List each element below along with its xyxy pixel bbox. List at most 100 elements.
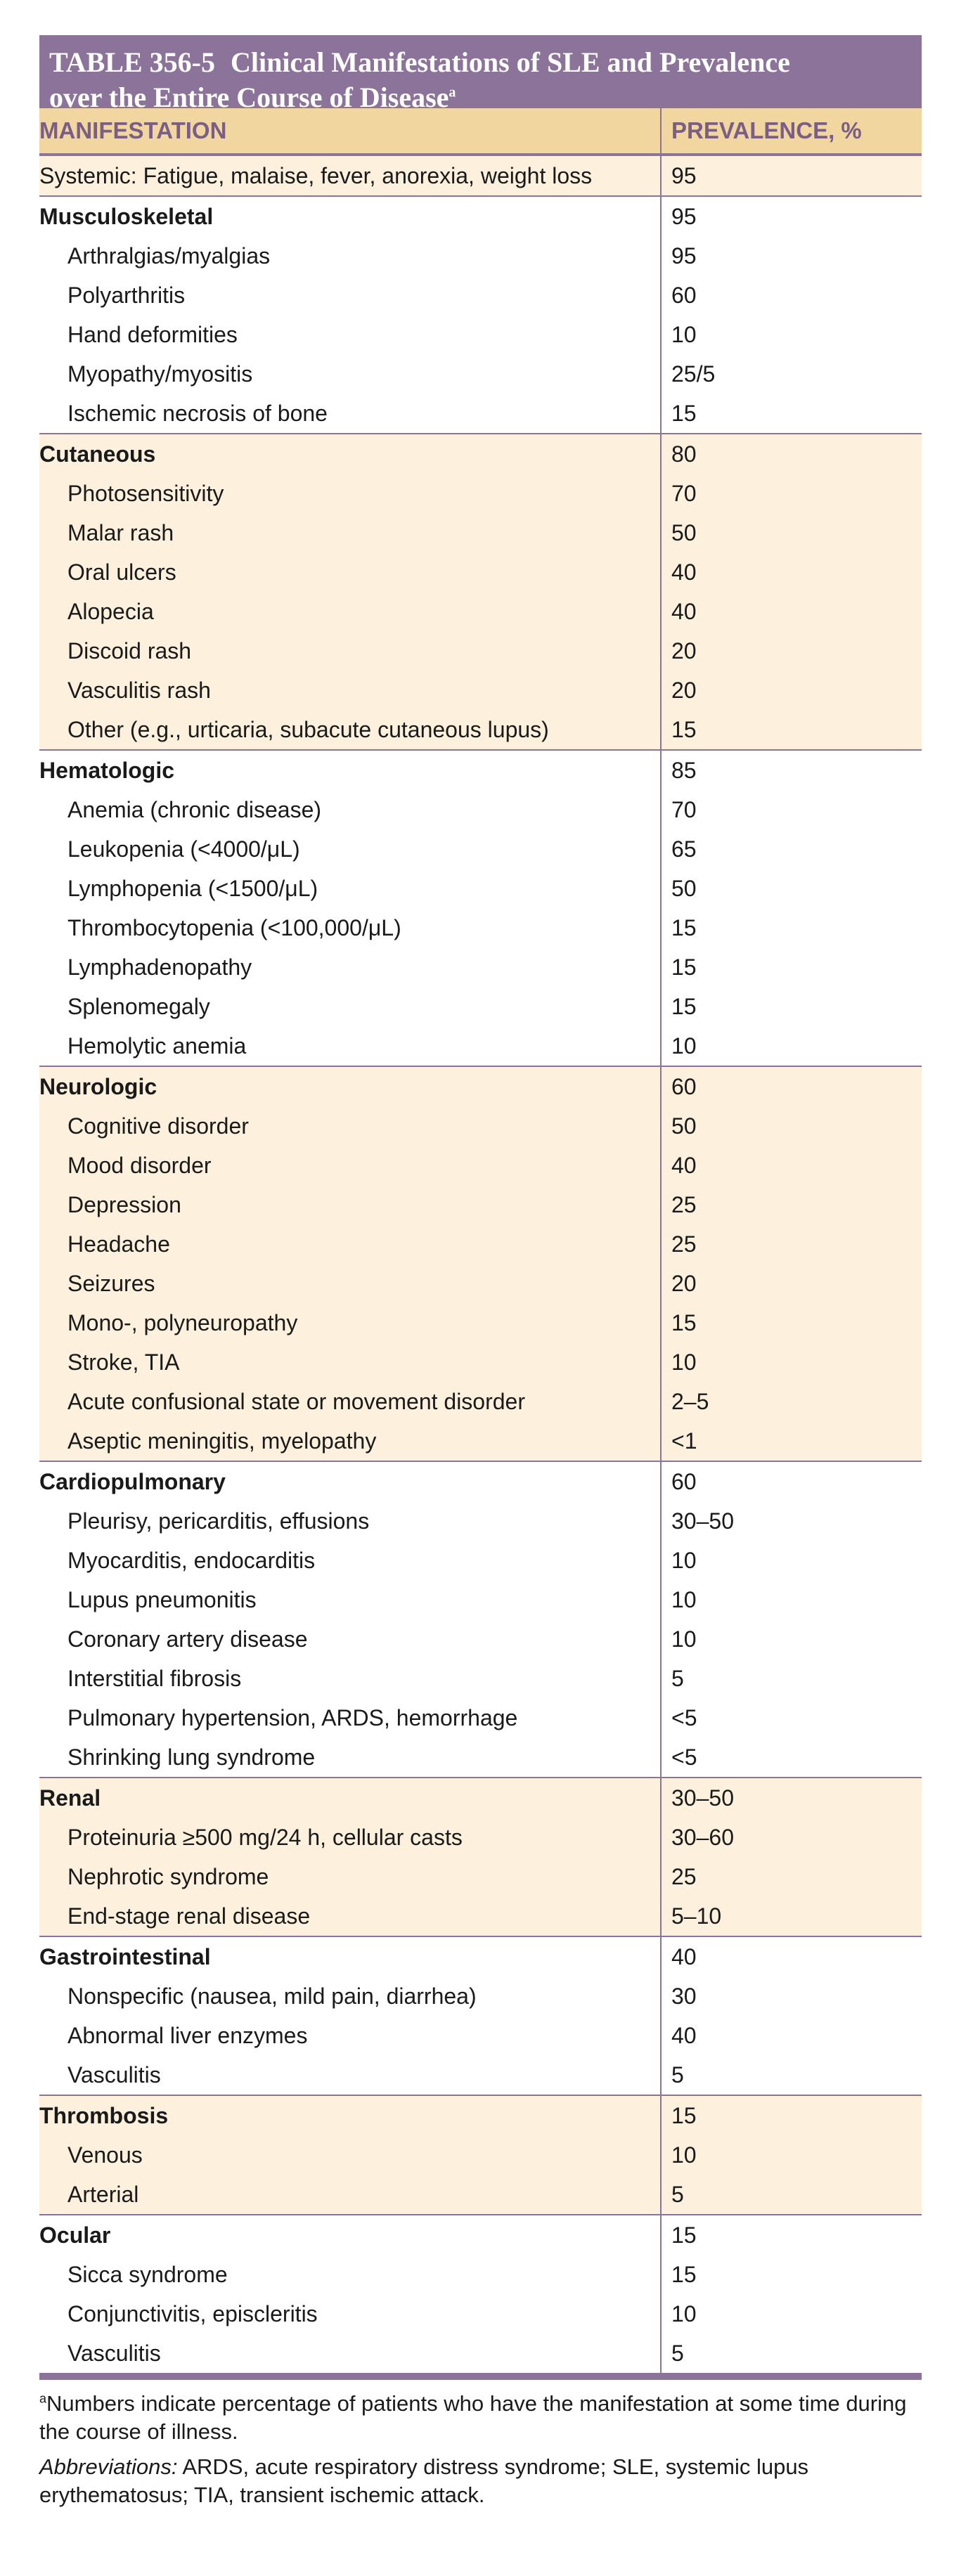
table-row: Nonspecific (nausea, mild pain, diarrhea…	[39, 1976, 922, 2016]
category-row: Ocular 15	[39, 2214, 922, 2255]
row-group: Neurologic 60 Cognitive disorder 50 Mood dis…	[39, 1066, 922, 1461]
manifestation-cell: Photosensitivity	[39, 474, 661, 513]
table-row: Pulmonary hypertension, ARDS, hemorrhage…	[39, 1698, 922, 1737]
manifestation-cell: Pulmonary hypertension, ARDS, hemorrhage	[67, 1704, 518, 1730]
prevalence-cell: 85	[660, 749, 922, 790]
prevalence-cell: 40	[660, 592, 922, 631]
manifestation-cell: Oral ulcers	[39, 552, 661, 592]
manifestation-cell: Proteinuria ≥500 mg/24 h, cellular casts	[39, 1818, 661, 1857]
manifestation-cell: Renal	[39, 1777, 661, 1818]
footnote-text: Numbers indicate percentage of patients …	[39, 2391, 907, 2444]
table-row: Interstitial fibrosis 5	[39, 1659, 922, 1698]
prevalence-cell: 20	[660, 671, 922, 710]
manifestation-cell: Ischemic necrosis of bone	[67, 400, 328, 426]
row-group: Gastrointestinal 40 Nonspecific (nausea, m…	[39, 1936, 922, 2095]
prevalence-cell: 65	[660, 829, 922, 869]
table-number: TABLE 356-5	[49, 46, 215, 78]
manifestation-cell: Myopathy/myositis	[67, 361, 253, 387]
column-header-prevalence: PREVALENCE, %	[660, 108, 922, 156]
prevalence-cell: 70	[660, 474, 922, 513]
manifestation-cell: Cutaneous	[39, 433, 661, 474]
prevalence-cell: 60	[660, 1066, 922, 1106]
prevalence-cell: 10	[660, 1580, 922, 1619]
table-bottom-rule	[39, 2373, 922, 2380]
category-row: Musculoskeletal 95	[39, 195, 922, 236]
table-row: Arthralgias/myalgias 95	[39, 236, 922, 276]
table-row: Discoid rash 20	[39, 631, 922, 671]
table-row: Cognitive disorder 50	[39, 1106, 922, 1146]
prevalence-cell: 30–60	[660, 1818, 922, 1857]
manifestation-cell: Interstitial fibrosis	[67, 1665, 242, 1691]
table-footnotes: aNumbers indicate percentage of patients…	[39, 2380, 922, 2509]
manifestation-cell: Polyarthritis	[67, 282, 186, 308]
table-title-line-2: over the Entire Course of Diseasea	[49, 80, 912, 115]
title-footnote-marker: a	[449, 84, 456, 101]
table-row: Anemia (chronic disease) 70	[39, 790, 922, 829]
category-row: Hematologic 85	[39, 749, 922, 790]
manifestation-cell: Arterial	[39, 2175, 661, 2215]
prevalence-cell: 40	[660, 2016, 922, 2055]
manifestation-cell: Depression	[39, 1185, 661, 1224]
manifestation-cell: Headache	[39, 1224, 661, 1264]
manifestation-cell: Venous	[39, 2135, 661, 2175]
manifestation-cell: Stroke, TIA	[39, 1342, 661, 1382]
table-row: Lymphadenopathy 15	[39, 947, 922, 987]
prevalence-cell: 15	[660, 1303, 922, 1342]
prevalence-cell: 15	[660, 2255, 922, 2294]
prevalence-cell: 15	[660, 2095, 922, 2135]
table-row: Leukopenia (<4000/μL) 65	[39, 829, 922, 869]
abbreviations-note: Abbreviations: ARDS, acute respiratory d…	[39, 2453, 922, 2509]
prevalence-cell: 15	[660, 987, 922, 1026]
manifestation-cell: Ocular	[39, 2214, 661, 2255]
prevalence-cell: 60	[660, 276, 922, 315]
manifestation-cell: Mood disorder	[39, 1146, 661, 1185]
prevalence-cell: 25	[660, 1857, 922, 1896]
prevalence-cell: 50	[660, 1106, 922, 1146]
table-title-bar: TABLE 356-5 Clinical Manifestations of SL…	[39, 35, 922, 113]
prevalence-cell: 5	[660, 1659, 922, 1698]
category-row: Renal 30–50	[39, 1777, 922, 1818]
manifestation-cell: Vasculitis	[67, 2340, 161, 2366]
table-row: Lupus pneumonitis 10	[39, 1580, 922, 1619]
manifestations-table: MANIFESTATION PREVALENCE, % Systemic: Fa…	[39, 108, 922, 2373]
prevalence-cell: 80	[660, 433, 922, 474]
manifestation-cell: Hematologic	[39, 749, 661, 790]
footnote-a: aNumbers indicate percentage of patients…	[39, 2390, 922, 2446]
prevalence-cell: 5	[660, 2055, 922, 2095]
prevalence-cell: 25/5	[660, 354, 922, 394]
prevalence-cell: 30–50	[660, 1501, 922, 1541]
row-group: Thrombosis 15 Venous 10 Arterial 5	[39, 2095, 922, 2215]
prevalence-cell: 10	[660, 315, 922, 354]
manifestation-cell: Thrombocytopenia (<100,000/μL)	[67, 914, 401, 940]
table-row: End-stage renal disease 5–10	[39, 1896, 922, 1936]
prevalence-cell: 95	[660, 236, 922, 276]
prevalence-cell: 30	[660, 1976, 922, 2016]
table-row: Myopathy/myositis 25/5	[39, 354, 922, 394]
table-row: Splenomegaly 15	[39, 987, 922, 1026]
table-row: Shrinking lung syndrome <5	[39, 1737, 922, 1778]
table-row: Hemolytic anemia 10	[39, 1026, 922, 1066]
category-row: Cardiopulmonary 60	[39, 1461, 922, 1501]
table-row: Ischemic necrosis of bone 15	[39, 394, 922, 434]
table-row: Pleurisy, pericarditis, effusions 30–50	[39, 1501, 922, 1541]
prevalence-cell: 5	[660, 2175, 922, 2215]
manifestation-cell: Leukopenia (<4000/μL)	[67, 836, 300, 862]
prevalence-cell: 15	[660, 908, 922, 947]
table-row: Vasculitis 5	[39, 2055, 922, 2095]
prevalence-cell: 30–50	[660, 1777, 922, 1818]
manifestation-cell: Nephrotic syndrome	[39, 1857, 661, 1896]
manifestation-cell: Lymphadenopathy	[67, 954, 252, 980]
table-row: Headache 25	[39, 1224, 922, 1264]
manifestation-cell: Cardiopulmonary	[39, 1461, 661, 1501]
table-row: Depression 25	[39, 1185, 922, 1224]
prevalence-cell: 50	[660, 869, 922, 908]
table-row: Nephrotic syndrome 25	[39, 1857, 922, 1896]
prevalence-cell: 2–5	[660, 1382, 922, 1421]
table-row: Systemic: Fatigue, malaise, fever, anore…	[39, 155, 922, 196]
table-row: Venous 10	[39, 2135, 922, 2175]
table-header: MANIFESTATION PREVALENCE, %	[39, 108, 922, 156]
prevalence-cell: 60	[660, 1461, 922, 1501]
header-row: MANIFESTATION PREVALENCE, %	[39, 108, 922, 156]
prevalence-cell: 10	[660, 2135, 922, 2175]
prevalence-cell: 10	[660, 1541, 922, 1580]
